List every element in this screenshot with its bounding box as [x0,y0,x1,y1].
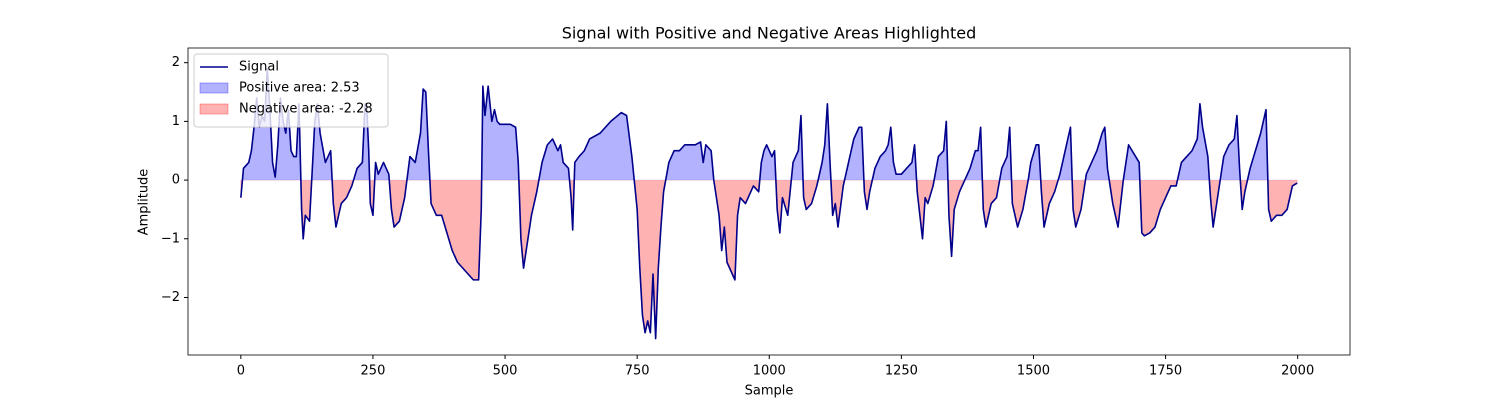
x-tick-label: 1000 [753,364,786,379]
y-tick-label: 1 [172,114,180,129]
x-tick-label: 1500 [1017,364,1050,379]
legend-swatch [199,103,229,115]
legend-label: Negative area: -2.28 [239,102,373,117]
legend-box [193,53,389,128]
x-tick-label: 1250 [885,364,918,379]
x-axis-label: Sample [745,384,794,399]
y-tick-label: −2 [161,290,180,305]
x-tick-label: 2000 [1281,364,1314,379]
legend-label: Positive area: 2.53 [239,81,360,96]
x-tick-label: 750 [625,364,650,379]
legend-swatch [199,82,229,94]
y-tick-label: 0 [172,173,180,188]
legend-label: Signal [239,60,279,75]
plot-frame [187,47,1351,356]
x-tick-label: 500 [493,364,518,379]
chart-title: Signal with Positive and Negative Areas … [562,24,977,43]
signal-line [240,67,1298,340]
x-tick-label: 250 [361,364,386,379]
y-tick-label: −1 [161,231,180,246]
x-tick-label: 0 [237,364,245,379]
y-axis-label: Amplitude [137,169,152,236]
y-tick-label: 2 [172,55,180,70]
x-tick-label: 1750 [1149,364,1182,379]
area-fill [240,180,1298,339]
